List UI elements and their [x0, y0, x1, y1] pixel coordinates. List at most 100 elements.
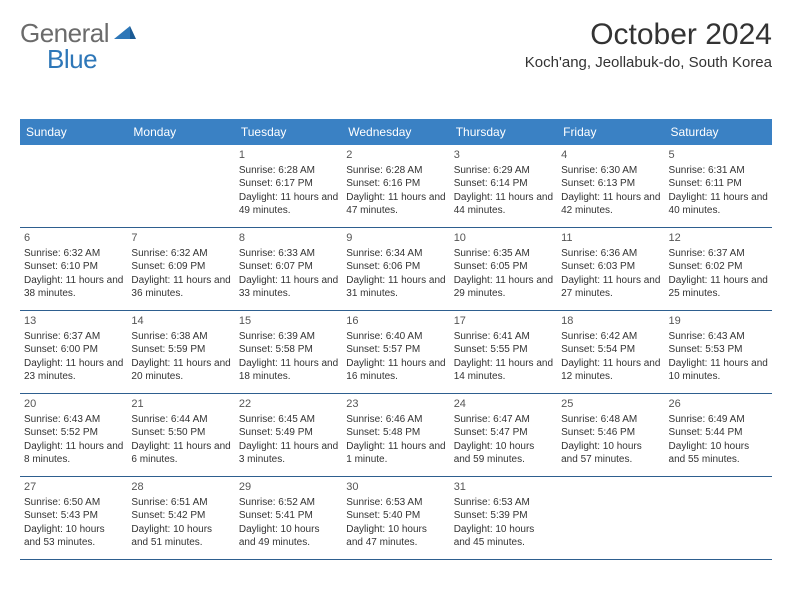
logo: General Blue [20, 18, 136, 49]
day-cell [127, 145, 234, 227]
day-cell: 23Sunrise: 6:46 AMSunset: 5:48 PMDayligh… [342, 394, 449, 476]
day-cell [665, 477, 772, 559]
day-cell: 16Sunrise: 6:40 AMSunset: 5:57 PMDayligh… [342, 311, 449, 393]
logo-text-part2: Blue [47, 44, 97, 74]
week-row: 13Sunrise: 6:37 AMSunset: 6:00 PMDayligh… [20, 311, 772, 394]
day-cell: 17Sunrise: 6:41 AMSunset: 5:55 PMDayligh… [450, 311, 557, 393]
day-number: 9 [346, 231, 445, 246]
day-cell: 22Sunrise: 6:45 AMSunset: 5:49 PMDayligh… [235, 394, 342, 476]
day-info: Sunrise: 6:53 AMSunset: 5:40 PMDaylight:… [346, 496, 445, 550]
day-cell: 4Sunrise: 6:30 AMSunset: 6:13 PMDaylight… [557, 145, 664, 227]
week-row: 1Sunrise: 6:28 AMSunset: 6:17 PMDaylight… [20, 145, 772, 228]
day-header-thursday: Thursday [450, 119, 557, 145]
day-cell: 11Sunrise: 6:36 AMSunset: 6:03 PMDayligh… [557, 228, 664, 310]
day-info: Sunrise: 6:28 AMSunset: 6:17 PMDaylight:… [239, 164, 338, 218]
month-title: October 2024 [525, 18, 772, 52]
day-number: 29 [239, 480, 338, 495]
day-header-saturday: Saturday [665, 119, 772, 145]
day-number: 10 [454, 231, 553, 246]
day-cell: 8Sunrise: 6:33 AMSunset: 6:07 PMDaylight… [235, 228, 342, 310]
week-row: 20Sunrise: 6:43 AMSunset: 5:52 PMDayligh… [20, 394, 772, 477]
day-cell: 24Sunrise: 6:47 AMSunset: 5:47 PMDayligh… [450, 394, 557, 476]
header: General Blue October 2024 Koch'ang, Jeol… [20, 18, 772, 71]
day-info: Sunrise: 6:43 AMSunset: 5:52 PMDaylight:… [24, 413, 123, 467]
day-info: Sunrise: 6:33 AMSunset: 6:07 PMDaylight:… [239, 247, 338, 301]
day-info: Sunrise: 6:50 AMSunset: 5:43 PMDaylight:… [24, 496, 123, 550]
day-number: 28 [131, 480, 230, 495]
day-info: Sunrise: 6:41 AMSunset: 5:55 PMDaylight:… [454, 330, 553, 384]
day-number: 26 [669, 397, 768, 412]
day-cell: 30Sunrise: 6:53 AMSunset: 5:40 PMDayligh… [342, 477, 449, 559]
day-cell: 2Sunrise: 6:28 AMSunset: 6:16 PMDaylight… [342, 145, 449, 227]
day-info: Sunrise: 6:29 AMSunset: 6:14 PMDaylight:… [454, 164, 553, 218]
day-cell: 10Sunrise: 6:35 AMSunset: 6:05 PMDayligh… [450, 228, 557, 310]
day-info: Sunrise: 6:32 AMSunset: 6:09 PMDaylight:… [131, 247, 230, 301]
day-number: 27 [24, 480, 123, 495]
day-cell: 14Sunrise: 6:38 AMSunset: 5:59 PMDayligh… [127, 311, 234, 393]
day-number: 6 [24, 231, 123, 246]
day-cell: 3Sunrise: 6:29 AMSunset: 6:14 PMDaylight… [450, 145, 557, 227]
day-cell: 5Sunrise: 6:31 AMSunset: 6:11 PMDaylight… [665, 145, 772, 227]
day-info: Sunrise: 6:47 AMSunset: 5:47 PMDaylight:… [454, 413, 553, 467]
day-info: Sunrise: 6:40 AMSunset: 5:57 PMDaylight:… [346, 330, 445, 384]
day-cell: 19Sunrise: 6:43 AMSunset: 5:53 PMDayligh… [665, 311, 772, 393]
day-number: 18 [561, 314, 660, 329]
day-cell: 1Sunrise: 6:28 AMSunset: 6:17 PMDaylight… [235, 145, 342, 227]
day-number: 31 [454, 480, 553, 495]
title-block: October 2024 Koch'ang, Jeollabuk-do, Sou… [525, 18, 772, 71]
day-number: 11 [561, 231, 660, 246]
day-number: 17 [454, 314, 553, 329]
day-info: Sunrise: 6:44 AMSunset: 5:50 PMDaylight:… [131, 413, 230, 467]
location-text: Koch'ang, Jeollabuk-do, South Korea [525, 54, 772, 71]
day-number: 22 [239, 397, 338, 412]
day-info: Sunrise: 6:48 AMSunset: 5:46 PMDaylight:… [561, 413, 660, 467]
day-header-wednesday: Wednesday [342, 119, 449, 145]
day-number: 2 [346, 148, 445, 163]
day-info: Sunrise: 6:43 AMSunset: 5:53 PMDaylight:… [669, 330, 768, 384]
day-number: 3 [454, 148, 553, 163]
day-cell: 15Sunrise: 6:39 AMSunset: 5:58 PMDayligh… [235, 311, 342, 393]
day-number: 8 [239, 231, 338, 246]
day-info: Sunrise: 6:53 AMSunset: 5:39 PMDaylight:… [454, 496, 553, 550]
day-info: Sunrise: 6:49 AMSunset: 5:44 PMDaylight:… [669, 413, 768, 467]
day-cell: 31Sunrise: 6:53 AMSunset: 5:39 PMDayligh… [450, 477, 557, 559]
calendar: SundayMondayTuesdayWednesdayThursdayFrid… [20, 119, 772, 560]
day-info: Sunrise: 6:42 AMSunset: 5:54 PMDaylight:… [561, 330, 660, 384]
day-info: Sunrise: 6:30 AMSunset: 6:13 PMDaylight:… [561, 164, 660, 218]
day-cell: 26Sunrise: 6:49 AMSunset: 5:44 PMDayligh… [665, 394, 772, 476]
day-info: Sunrise: 6:52 AMSunset: 5:41 PMDaylight:… [239, 496, 338, 550]
day-info: Sunrise: 6:35 AMSunset: 6:05 PMDaylight:… [454, 247, 553, 301]
day-number: 7 [131, 231, 230, 246]
day-number: 19 [669, 314, 768, 329]
day-cell: 13Sunrise: 6:37 AMSunset: 6:00 PMDayligh… [20, 311, 127, 393]
day-info: Sunrise: 6:31 AMSunset: 6:11 PMDaylight:… [669, 164, 768, 218]
day-header-tuesday: Tuesday [235, 119, 342, 145]
day-info: Sunrise: 6:34 AMSunset: 6:06 PMDaylight:… [346, 247, 445, 301]
day-header-monday: Monday [127, 119, 234, 145]
day-cell: 25Sunrise: 6:48 AMSunset: 5:46 PMDayligh… [557, 394, 664, 476]
day-info: Sunrise: 6:39 AMSunset: 5:58 PMDaylight:… [239, 330, 338, 384]
day-info: Sunrise: 6:32 AMSunset: 6:10 PMDaylight:… [24, 247, 123, 301]
day-cell [20, 145, 127, 227]
day-info: Sunrise: 6:45 AMSunset: 5:49 PMDaylight:… [239, 413, 338, 467]
day-header-row: SundayMondayTuesdayWednesdayThursdayFrid… [20, 119, 772, 145]
day-number: 30 [346, 480, 445, 495]
weeks-container: 1Sunrise: 6:28 AMSunset: 6:17 PMDaylight… [20, 145, 772, 560]
day-number: 4 [561, 148, 660, 163]
day-info: Sunrise: 6:51 AMSunset: 5:42 PMDaylight:… [131, 496, 230, 550]
week-row: 6Sunrise: 6:32 AMSunset: 6:10 PMDaylight… [20, 228, 772, 311]
day-cell: 29Sunrise: 6:52 AMSunset: 5:41 PMDayligh… [235, 477, 342, 559]
day-number: 16 [346, 314, 445, 329]
day-number: 13 [24, 314, 123, 329]
day-number: 15 [239, 314, 338, 329]
day-cell: 27Sunrise: 6:50 AMSunset: 5:43 PMDayligh… [20, 477, 127, 559]
day-header-friday: Friday [557, 119, 664, 145]
day-number: 21 [131, 397, 230, 412]
day-info: Sunrise: 6:37 AMSunset: 6:02 PMDaylight:… [669, 247, 768, 301]
day-number: 12 [669, 231, 768, 246]
triangle-icon [114, 22, 136, 45]
day-number: 5 [669, 148, 768, 163]
day-cell: 18Sunrise: 6:42 AMSunset: 5:54 PMDayligh… [557, 311, 664, 393]
day-info: Sunrise: 6:28 AMSunset: 6:16 PMDaylight:… [346, 164, 445, 218]
day-cell: 9Sunrise: 6:34 AMSunset: 6:06 PMDaylight… [342, 228, 449, 310]
